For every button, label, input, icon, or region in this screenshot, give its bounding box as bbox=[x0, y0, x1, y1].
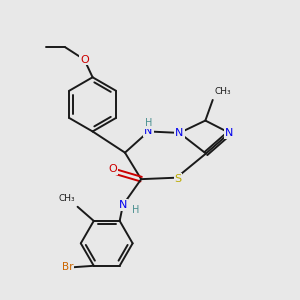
Text: N: N bbox=[225, 128, 234, 138]
Text: N: N bbox=[144, 126, 153, 136]
Text: CH₃: CH₃ bbox=[214, 87, 231, 96]
Text: H: H bbox=[132, 206, 139, 215]
Text: O: O bbox=[108, 164, 117, 174]
Text: H: H bbox=[145, 118, 152, 128]
Text: N: N bbox=[119, 200, 127, 210]
Text: N: N bbox=[175, 128, 184, 138]
Text: Br: Br bbox=[62, 262, 74, 272]
Text: CH₃: CH₃ bbox=[58, 194, 75, 203]
Text: O: O bbox=[80, 55, 89, 64]
Text: S: S bbox=[174, 174, 182, 184]
